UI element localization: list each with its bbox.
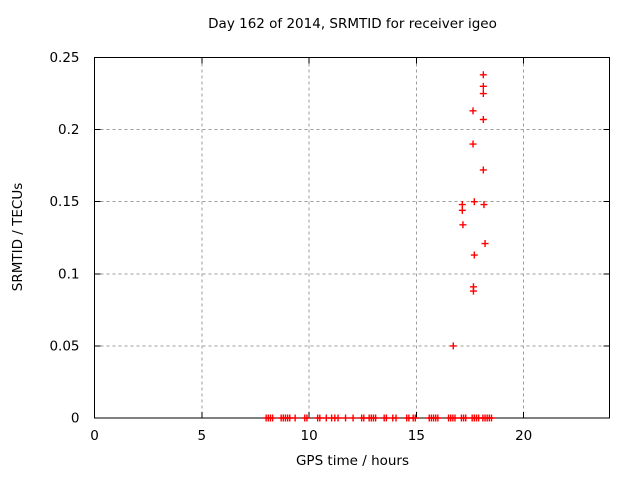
data-point-marker	[479, 166, 487, 174]
x-tick-label: 5	[197, 428, 206, 444]
x-tick-label: 15	[408, 428, 425, 444]
data-point-marker	[334, 414, 342, 422]
data-point-marker	[269, 414, 277, 422]
data-point-marker	[316, 414, 324, 422]
data-point-marker	[469, 140, 477, 148]
plot-border	[94, 57, 610, 419]
data-point-marker	[382, 414, 390, 422]
data-point-marker	[487, 414, 495, 422]
data-point-marker	[479, 116, 487, 124]
y-tick-label: 0.15	[49, 194, 79, 210]
data-point-marker	[458, 206, 466, 214]
data-point-marker	[481, 240, 489, 248]
y-tick-label: 0.25	[49, 50, 79, 66]
data-point-marker	[451, 414, 459, 422]
data-point-marker	[469, 287, 477, 295]
data-point-marker	[372, 414, 380, 422]
y-tick-label: 0.1	[58, 266, 79, 282]
x-tick-label: 10	[300, 428, 317, 444]
data-point-marker	[291, 414, 299, 422]
x-tick-label: 20	[515, 428, 532, 444]
data-point-marker	[479, 82, 487, 90]
data-point-marker	[480, 201, 488, 209]
chart-title: Day 162 of 2014, SRMTID for receiver ige…	[208, 16, 497, 32]
data-point-marker	[479, 90, 487, 98]
data-point-marker	[459, 221, 467, 229]
data-point-marker	[462, 414, 470, 422]
data-point-marker	[392, 414, 400, 422]
y-tick-label: 0.2	[58, 122, 79, 138]
data-point-marker	[303, 414, 311, 422]
data-point-marker	[349, 414, 357, 422]
data-point-marker	[470, 198, 478, 206]
data-point-marker	[470, 251, 478, 259]
y-tick-label: 0	[71, 411, 80, 427]
x-axis-label: GPS time / hours	[295, 453, 410, 469]
y-tick-label: 0.05	[49, 338, 79, 354]
data-point-marker	[469, 107, 477, 115]
data-point-marker	[342, 414, 350, 422]
data-point-marker	[449, 342, 457, 350]
data-point-marker	[434, 414, 442, 422]
x-tick-label: 0	[90, 428, 99, 444]
data-point-marker	[411, 414, 419, 422]
data-point-marker	[479, 71, 487, 79]
